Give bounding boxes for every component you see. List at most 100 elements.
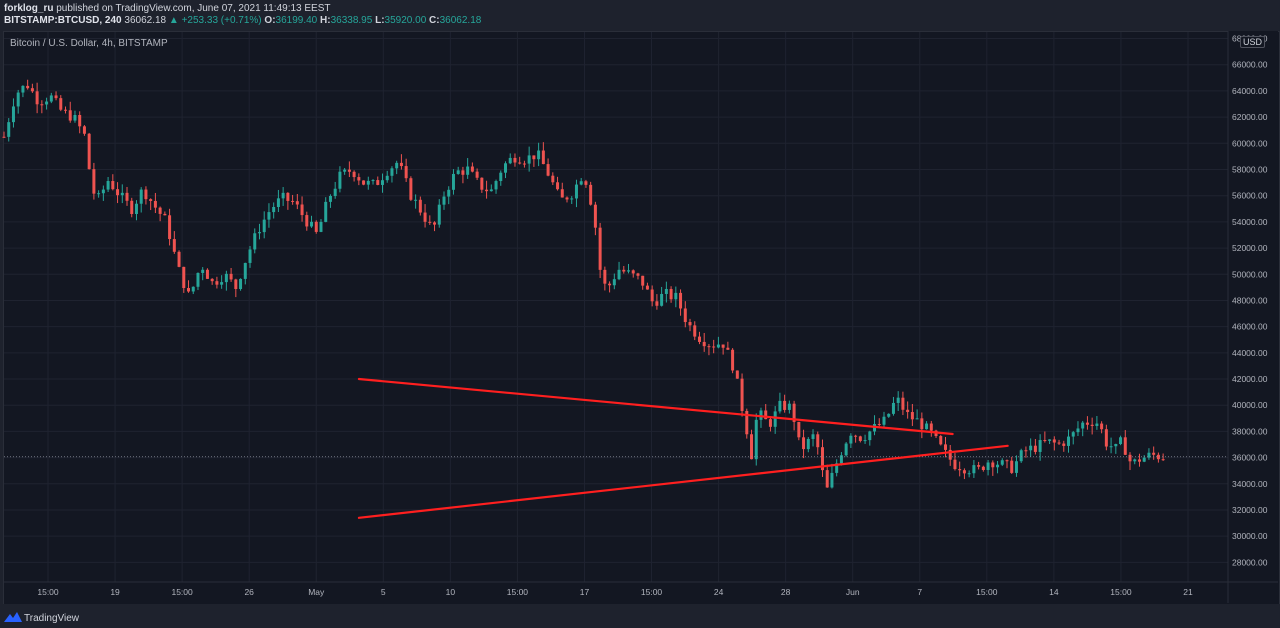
candle-body (423, 212, 427, 222)
candle-body (735, 370, 739, 379)
candle-body (82, 126, 86, 134)
candle-body (172, 239, 176, 252)
candle-body (59, 98, 63, 110)
candle-body (556, 182, 560, 190)
candle-body (149, 199, 153, 201)
candle-body (977, 465, 981, 467)
candle-body (286, 192, 290, 201)
candle-body (1128, 454, 1132, 462)
currency-badge[interactable]: USD (1240, 36, 1266, 48)
candle-body (1029, 445, 1033, 451)
candle-body (328, 195, 332, 202)
time-tick-label: 15:00 (37, 587, 59, 597)
symbol-info: BITSTAMP:BTCUSD, 240 36062.18 ▲ +253.33 … (4, 15, 481, 27)
price-axis[interactable]: 28000.00 30000.00 32000.00 34000.00 36000.00… (1227, 31, 1278, 603)
chart-pane[interactable] (3, 31, 1280, 605)
candle-body (385, 175, 389, 181)
candle-body (721, 344, 725, 348)
trendline-support[interactable] (357, 444, 1009, 519)
candle-body (1095, 423, 1099, 426)
candle-body (1048, 439, 1052, 441)
candle-body (996, 464, 1000, 468)
candle-body (267, 212, 271, 220)
candle-body (130, 200, 134, 214)
publisher-name[interactable]: forklog_ru (4, 3, 54, 14)
candle-body (669, 288, 673, 300)
trendlines[interactable] (357, 377, 1009, 519)
candle-body (433, 222, 437, 225)
tradingview-brand[interactable]: TradingView (24, 613, 80, 624)
candle-body (811, 434, 815, 439)
candle-body (939, 436, 943, 445)
candle-body (437, 204, 441, 225)
candle-body (1057, 442, 1061, 444)
candle-body (537, 150, 541, 160)
candle-body (707, 346, 711, 348)
candle-body (802, 437, 806, 450)
candle-body (560, 189, 564, 198)
candle-body (1014, 461, 1018, 473)
candle-body (1019, 450, 1023, 462)
candle-body (1142, 457, 1146, 462)
price-tick-label: 42000.00 (1232, 374, 1268, 384)
candle-body (981, 466, 985, 470)
candle-body (508, 157, 512, 164)
trendline-resistance[interactable] (357, 377, 954, 436)
candle-body (579, 181, 583, 185)
candle-body (693, 325, 697, 337)
candle-body (253, 233, 257, 250)
candle-body (310, 221, 314, 227)
candle-body (45, 101, 49, 105)
candle-body (631, 270, 635, 274)
candle-body (2, 136, 6, 138)
candle-body (1067, 436, 1071, 446)
candle-body (574, 184, 578, 199)
price-tick-label: 36000.00 (1232, 453, 1268, 463)
candle-body (168, 215, 172, 240)
candle-body (291, 200, 295, 202)
candle-body (1119, 437, 1123, 445)
candle-body (362, 180, 366, 185)
candle-body (485, 189, 489, 192)
candle-body (196, 272, 200, 287)
candle-body (674, 292, 678, 300)
candle-body (513, 157, 517, 163)
price-tick-label: 52000.00 (1232, 243, 1268, 253)
candle-body (87, 133, 91, 170)
low-value: 35920.00 (384, 15, 427, 26)
candle-body (210, 278, 214, 282)
candle-body (655, 301, 659, 306)
candle-body (111, 181, 115, 190)
candle-body (504, 163, 508, 173)
candle-body (901, 397, 905, 410)
candle-body (139, 189, 143, 204)
candle-body (532, 155, 536, 160)
candle-body (896, 397, 900, 403)
candle-body (636, 273, 640, 276)
candle-body (1024, 450, 1028, 452)
candle-body (376, 180, 380, 185)
candle-body (754, 419, 758, 460)
candle-body (352, 171, 356, 178)
time-tick-label: 28 (781, 587, 791, 597)
candle-body (11, 106, 15, 123)
price-tick-label: 62000.00 (1232, 112, 1268, 122)
time-tick-label: 15:00 (641, 587, 663, 597)
candle-body (650, 289, 654, 302)
candle-body (948, 449, 952, 460)
candle-body (191, 286, 195, 292)
candle-body (305, 215, 309, 227)
candle-body (1100, 423, 1104, 430)
time-axis[interactable]: 15:00 19 15:00 26 May 5 10 15:00 17 15:00 24 28 Jun 7… (3, 581, 1278, 597)
time-tick-label: 15:00 (171, 587, 193, 597)
candle-body (229, 273, 233, 280)
candle-body (73, 114, 77, 121)
candle-body (395, 162, 399, 169)
grid (4, 32, 1228, 582)
tradingview-logo-icon[interactable] (4, 612, 22, 622)
candle-body (820, 447, 824, 471)
symbol-label: BITSTAMP:BTCUSD, 240 (4, 15, 122, 26)
candle-body (518, 162, 522, 164)
candle-body (92, 169, 96, 194)
